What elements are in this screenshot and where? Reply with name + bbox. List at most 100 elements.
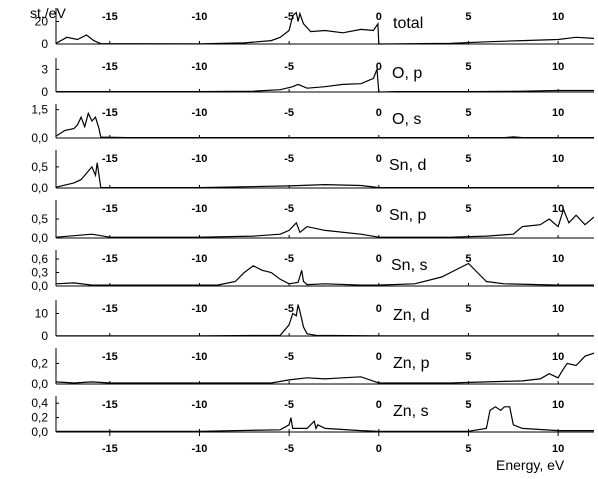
x-tick-label: 5 [465, 61, 471, 73]
x-tick-label: -15 [102, 253, 118, 265]
x-tick-label: 10 [552, 107, 564, 119]
y-tick-label: 3 [41, 62, 48, 76]
x-tick-label: -15 [102, 61, 118, 73]
y-tick-label: 0 [41, 85, 48, 99]
x-tick-label: 10 [552, 399, 564, 411]
x-tick-label: -10 [192, 303, 208, 315]
panel-label: total [393, 15, 423, 32]
panel-2: -15 -10 -5 0 5 10 0,0 1,5 O, s [31, 103, 594, 145]
x-tick-label: 5 [465, 443, 471, 455]
x-tick-label: -5 [284, 303, 294, 315]
y-tick-label: 0,5 [31, 212, 48, 226]
x-tick-label: 5 [465, 11, 471, 23]
x-tick-label: -10 [192, 351, 208, 363]
x-tick-label: 0 [376, 253, 382, 265]
x-tick-label: 10 [552, 61, 564, 73]
x-tick-label: 10 [552, 203, 564, 215]
x-tick-label: -15 [102, 399, 118, 411]
dos-curve [56, 69, 594, 93]
x-tick-label: 5 [465, 203, 471, 215]
y-tick-label: 0,0 [31, 131, 48, 145]
panel-label: Sn, p [389, 207, 426, 224]
x-tick-label: -5 [284, 61, 294, 73]
dos-curve [55, 111, 594, 139]
panel-3: -15 -10 -5 0 5 10 0,0 0,5 Sn, d [31, 150, 594, 195]
y-tick-label: 0,0 [31, 377, 48, 391]
x-tick-label: 0 [376, 153, 382, 165]
dos-curve [55, 352, 595, 384]
bottom-x-axis: -15 -10 -5 0 5 10 [102, 432, 564, 455]
dos-curve [56, 304, 594, 337]
y-tick-label: 10 [35, 307, 49, 321]
dos-curve [56, 406, 594, 432]
x-tick-label: -5 [284, 107, 294, 119]
panel-4: -15 -10 -5 0 5 10 0,0 0,5 Sn, p [31, 200, 595, 245]
y-axis-label: st./eV [30, 5, 66, 21]
x-tick-label: -10 [192, 153, 208, 165]
x-tick-label: 5 [465, 351, 471, 363]
x-tick-label: -15 [102, 351, 118, 363]
x-tick-label: 5 [465, 253, 471, 265]
x-tick-label: -5 [284, 351, 294, 363]
x-tick-label: -5 [284, 443, 294, 455]
panel-1: -15 -10 -5 0 5 10 0 3 O, p [41, 58, 594, 99]
y-tick-label: 0,0 [31, 181, 48, 195]
x-tick-label: -10 [192, 61, 208, 73]
x-tick-label: 5 [465, 107, 471, 119]
x-tick-label: -10 [192, 443, 208, 455]
x-tick-label: -10 [192, 203, 208, 215]
x-tick-label: 0 [376, 443, 382, 455]
panel-label: Sn, d [389, 157, 426, 174]
y-tick-label: 0,0 [31, 231, 48, 245]
panel-label: Sn, s [391, 257, 427, 274]
y-tick-label: 0,2 [31, 356, 48, 370]
x-tick-label: 10 [552, 351, 564, 363]
dos-curve [55, 207, 595, 238]
panel-7: -15 -10 -5 0 5 10 0,0 0,2 Zn, p [31, 348, 595, 391]
panel-0: -15 -10 -5 0 5 10 0 20 total [35, 8, 595, 51]
x-tick-label: -15 [102, 11, 118, 23]
panel-8: -15 -10 -5 0 5 10 0,00,20,4 Zn, s [31, 396, 594, 439]
dos-curve [55, 162, 594, 189]
panel-6: -15 -10 -5 0 5 10 0 10 Zn, d [35, 300, 594, 343]
x-tick-label: -15 [102, 107, 118, 119]
x-tick-label: 0 [376, 107, 382, 119]
panel-label: O, p [392, 65, 422, 82]
y-tick-label: 1,5 [31, 103, 48, 117]
dos-curve [55, 11, 595, 45]
x-tick-label: 0 [376, 399, 382, 411]
x-tick-label: -5 [284, 11, 294, 23]
x-tick-label: -10 [192, 107, 208, 119]
y-tick-label: 0,2 [31, 411, 48, 425]
x-tick-label: 5 [465, 399, 471, 411]
x-tick-label: -10 [192, 399, 208, 411]
y-tick-label: 0,0 [31, 425, 48, 439]
x-axis-label: Energy, eV [496, 457, 565, 473]
x-tick-label: 10 [552, 443, 564, 455]
panel-5: -15 -10 -5 0 5 10 0,00,30,6 Sn, s [31, 250, 594, 293]
x-tick-label: 5 [465, 303, 471, 315]
y-tick-label: 0,0 [31, 279, 48, 293]
x-tick-label: 0 [376, 61, 382, 73]
y-tick-label: 0,4 [31, 396, 48, 410]
y-tick-label: 0,5 [31, 160, 48, 174]
x-tick-label: -10 [192, 253, 208, 265]
x-tick-label: -15 [102, 443, 118, 455]
x-tick-label: 0 [376, 203, 382, 215]
x-tick-label: 5 [465, 153, 471, 165]
x-tick-label: -10 [192, 11, 208, 23]
y-tick-label: 0 [41, 329, 48, 343]
x-tick-label: 10 [552, 253, 564, 265]
dos-curve [55, 262, 594, 286]
x-tick-label: -5 [284, 203, 294, 215]
x-tick-label: 10 [552, 153, 564, 165]
x-tick-label: 10 [552, 303, 564, 315]
x-tick-label: -15 [102, 303, 118, 315]
y-tick-label: 20 [35, 15, 49, 29]
x-tick-label: -5 [284, 253, 294, 265]
panel-label: Zn, p [393, 355, 430, 372]
y-tick-label: 0,6 [31, 252, 48, 266]
x-tick-label: 10 [552, 11, 564, 23]
